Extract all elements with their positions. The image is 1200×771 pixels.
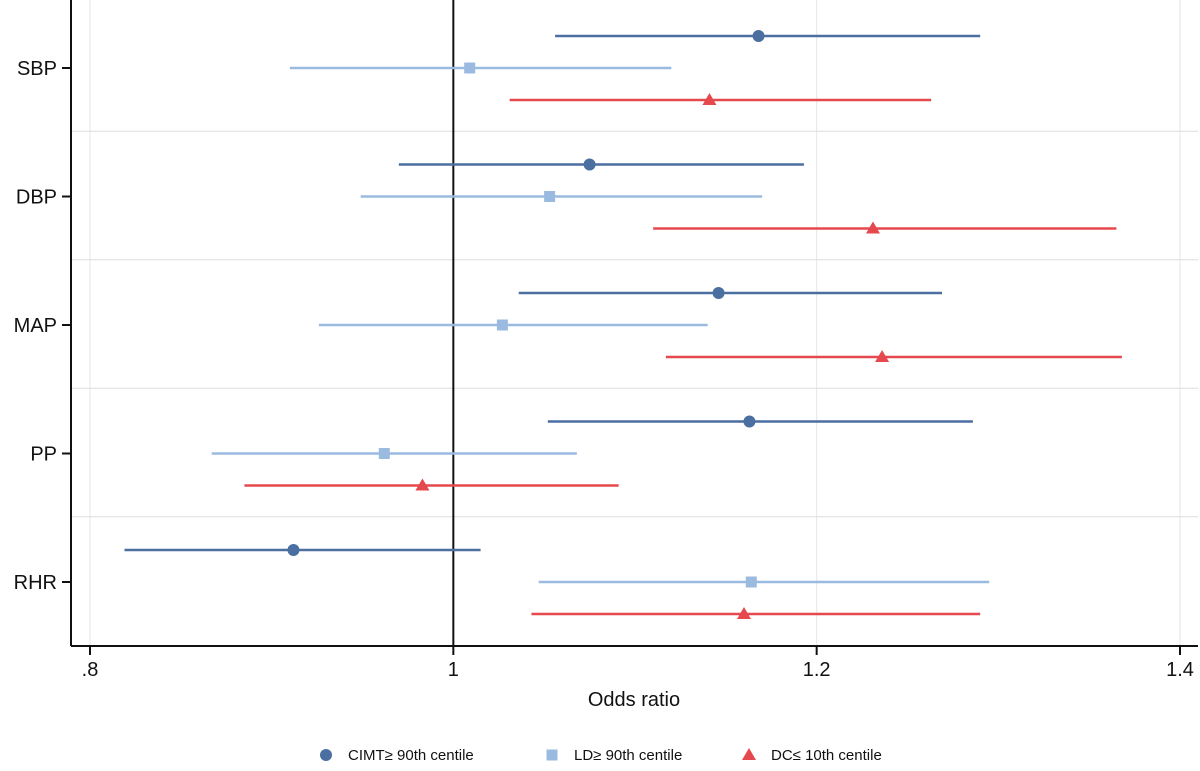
y-tick-label-sbp: SBP xyxy=(17,58,57,80)
legend-symbol-triangle xyxy=(742,748,756,760)
legend-item-circle: CIMT≥ 90th centile xyxy=(320,747,474,764)
x-tick-label: .8 xyxy=(82,659,99,681)
estimate-marker-pp xyxy=(378,448,390,459)
estimate-marker-dbp xyxy=(583,158,596,171)
row-dividers xyxy=(71,130,1198,518)
estimate-marker-map xyxy=(712,287,725,299)
plot-area xyxy=(71,0,1198,646)
grid xyxy=(89,0,1181,646)
y-axis: SBP DBP MAP PP RHR xyxy=(14,58,71,594)
estimate-marker-map xyxy=(496,319,508,331)
y-tick-label-map: MAP xyxy=(14,315,57,337)
x-tick-label: 1.2 xyxy=(803,659,831,681)
x-tick-label: 1 xyxy=(448,659,459,681)
x-tick-label: 1.4 xyxy=(1166,659,1194,681)
x-axis: .8 1 1.2 1.4 xyxy=(82,646,1194,681)
estimate-marker-map xyxy=(875,350,890,362)
legend: CIMT≥ 90th centile LD≥ 90th centile DC≤ 10… xyxy=(320,747,882,764)
series-square xyxy=(211,62,990,588)
y-tick-label-rhr: RHR xyxy=(14,572,57,594)
y-tick-label-dbp: DBP xyxy=(16,187,57,209)
estimate-marker-sbp xyxy=(464,62,476,74)
legend-label: LD≥ 90th centile xyxy=(574,747,682,764)
estimate-marker-sbp xyxy=(702,93,717,105)
legend-item-triangle: DC≤ 10th centile xyxy=(742,747,882,764)
estimate-marker-sbp xyxy=(752,30,765,42)
estimate-marker-dbp xyxy=(865,221,880,234)
estimate-marker-pp xyxy=(743,415,756,428)
legend-symbol-circle xyxy=(320,749,332,761)
estimate-marker-rhr xyxy=(737,607,751,619)
y-tick-label-pp: PP xyxy=(30,444,57,466)
estimate-marker-dbp xyxy=(544,191,556,202)
series-triangle xyxy=(244,93,1122,619)
legend-label: CIMT≥ 90th centile xyxy=(348,747,474,764)
estimate-marker-rhr xyxy=(745,576,757,588)
legend-symbol-square xyxy=(546,749,558,761)
legend-label: DC≤ 10th centile xyxy=(771,747,882,764)
series-circle xyxy=(124,30,981,556)
legend-item-square: LD≥ 90th centile xyxy=(546,747,682,764)
estimate-marker-rhr xyxy=(287,544,300,556)
series-layer xyxy=(124,30,1122,619)
x-axis-title: Odds ratio xyxy=(588,689,680,711)
estimate-marker-pp xyxy=(415,478,430,491)
